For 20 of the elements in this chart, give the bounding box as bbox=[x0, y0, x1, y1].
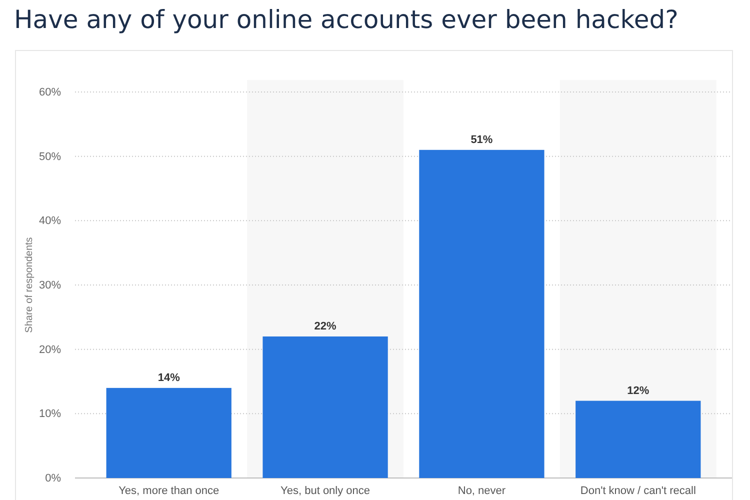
x-tick-label: Yes, more than once bbox=[118, 484, 220, 497]
data-label: 12% bbox=[627, 384, 650, 397]
data-label: 14% bbox=[158, 372, 180, 384]
y-tick-label: 50% bbox=[38, 150, 62, 163]
bar bbox=[576, 400, 701, 478]
chart-title: Have any of your online accounts ever been hacked? bbox=[14, 5, 678, 34]
y-axis-title: Share of respondents bbox=[24, 237, 35, 333]
y-tick-label: 20% bbox=[38, 344, 62, 356]
y-tick-label: 40% bbox=[38, 215, 62, 228]
y-tick-label: 30% bbox=[38, 280, 62, 292]
y-tick-label: 10% bbox=[38, 408, 62, 420]
y-tick-label: 60% bbox=[38, 86, 62, 99]
bar bbox=[106, 388, 232, 478]
data-label: 51% bbox=[470, 134, 493, 146]
y-tick-label: 0% bbox=[45, 472, 62, 485]
x-tick-label: Don't know / can't recall bbox=[580, 484, 696, 497]
x-tick-label: Yes, but only once bbox=[280, 484, 370, 497]
data-label: 22% bbox=[314, 320, 337, 332]
x-tick-label: No, never bbox=[458, 484, 506, 497]
bar bbox=[419, 150, 544, 478]
